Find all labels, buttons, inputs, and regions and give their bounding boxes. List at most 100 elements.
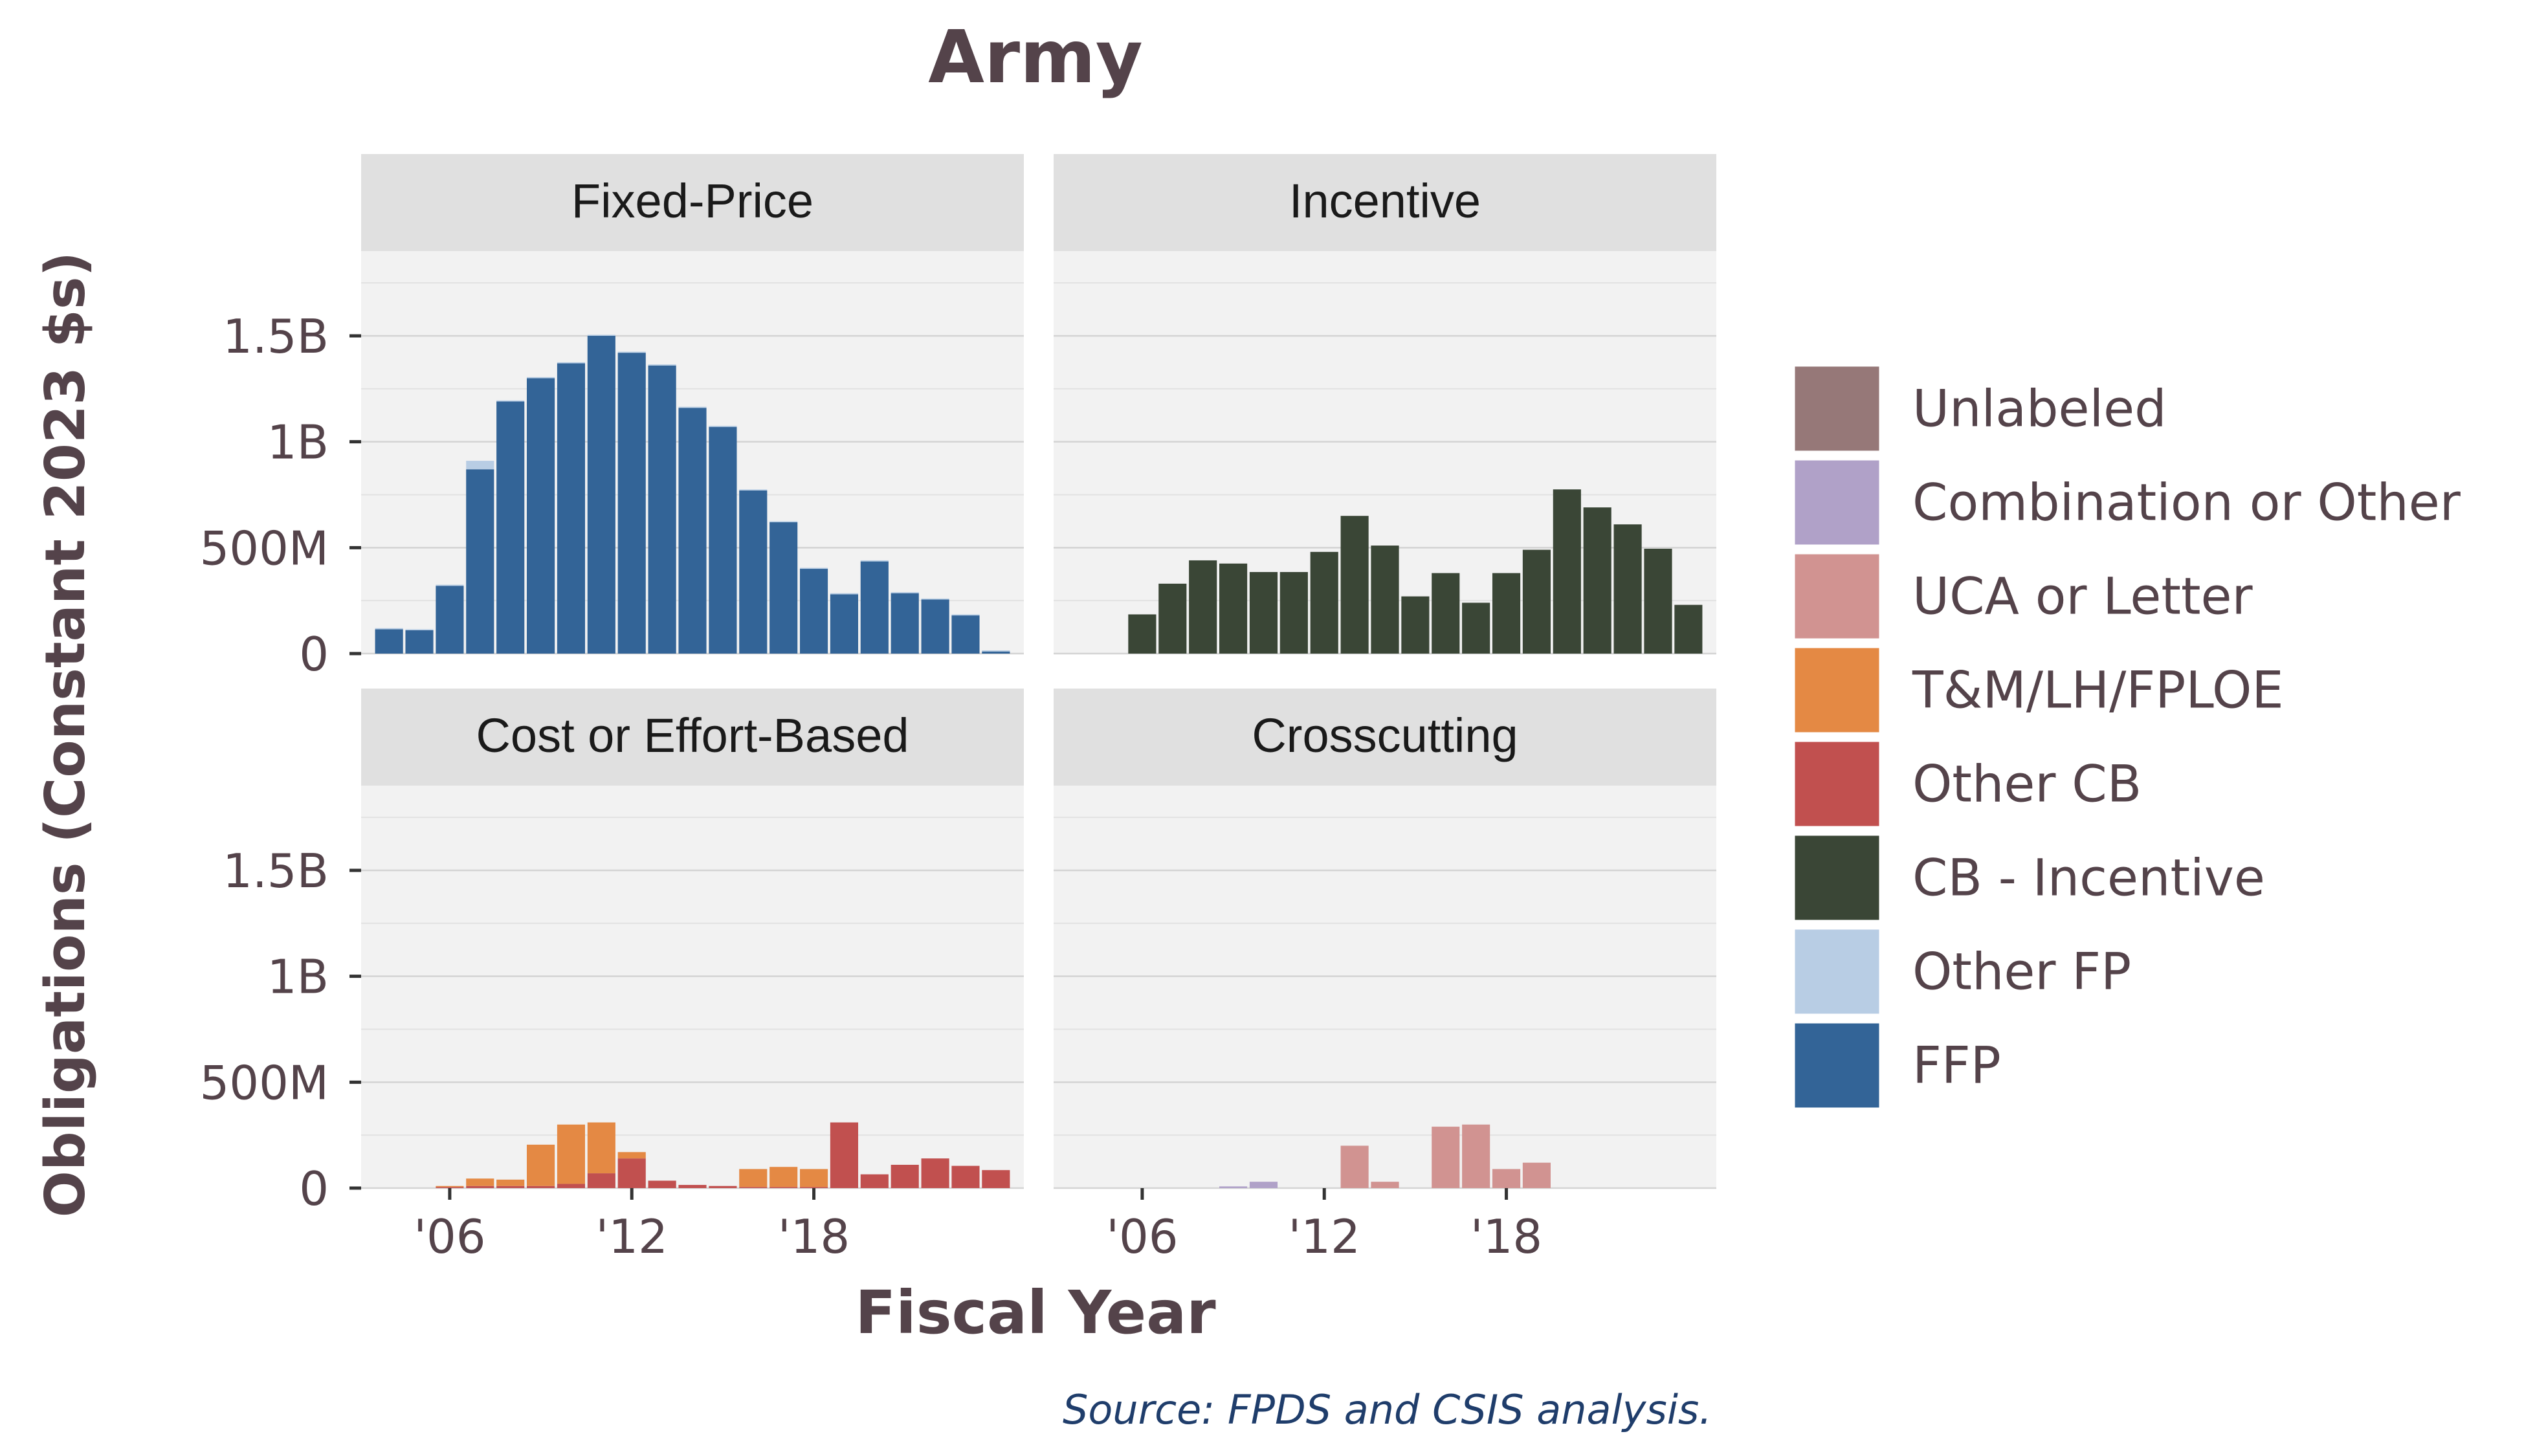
bar-other-fp [951, 614, 980, 616]
bar-other-cb [527, 1186, 555, 1188]
bar-ffp [921, 599, 949, 654]
y-tick-label: 500M [199, 521, 329, 575]
bar-cb-incentive [1340, 516, 1369, 654]
bar-other-cb [617, 1158, 646, 1188]
bar-t-m-lh-fploe [617, 1152, 646, 1159]
source-caption: Source: FPDS and CSIS analysis. [1063, 1386, 1712, 1433]
bar-ffp [496, 401, 525, 654]
legend-label: Combination or Other [1912, 474, 2461, 533]
legend-swatch [1793, 740, 1881, 828]
panel-strip [361, 154, 1024, 251]
panel-background [1054, 786, 1716, 1188]
legend-item: Combination or Other [1793, 458, 2461, 547]
bar-t-m-lh-fploe [557, 1124, 586, 1184]
legend-item: Unlabeled [1793, 364, 2167, 453]
panel-fixed-price: Fixed-Price 0 500M 1B 1.5B [199, 154, 1024, 681]
bar-cb-incentive [1310, 551, 1338, 654]
bar-other-cb [496, 1186, 525, 1188]
bar-other-cb [709, 1186, 737, 1188]
bar-ffp [557, 363, 586, 654]
legend-label: CB - Incentive [1912, 850, 2265, 908]
y-tick-label: 1.5B [223, 844, 329, 898]
legend-item: Other FP [1793, 927, 2131, 1016]
bar-ffp [375, 629, 403, 654]
legend-swatch [1793, 364, 1881, 453]
bar-cb-incentive [1644, 548, 1672, 654]
panel-strip-label: Cost or Effort-Based [476, 709, 909, 762]
legend-item: UCA or Letter [1793, 552, 2253, 641]
y-tick-label: 0 [299, 1162, 329, 1216]
bar-other-fp [587, 335, 615, 336]
legend-swatch [1793, 833, 1881, 922]
bar-other-fp [496, 400, 525, 402]
panel-strip-label: Incentive [1289, 174, 1481, 228]
legend-label: Other FP [1912, 943, 2131, 1002]
bar-ffp [982, 651, 1010, 654]
x-tick-label: '12 [1289, 1209, 1360, 1264]
panels-layer: Fixed-Price 0 500M 1B 1.5B Incentive Cost or E… [199, 154, 1716, 1264]
bar-t-m-lh-fploe [496, 1179, 525, 1186]
bar-ffp [527, 378, 555, 654]
bar-ffp [466, 469, 494, 654]
x-tick-label: '18 [1470, 1209, 1542, 1264]
bar-combination-or-other [1219, 1186, 1248, 1188]
panel-strip [1054, 154, 1716, 251]
bar-ffp [587, 335, 615, 654]
bar-other-cb [436, 1187, 464, 1188]
bar-ffp [739, 490, 768, 654]
panel-strip-label: Fixed-Price [571, 174, 814, 228]
bar-other-fp [799, 568, 828, 569]
bar-other-cb [860, 1174, 889, 1188]
bar-uca-or-letter [1371, 1182, 1399, 1188]
bar-other-fp [891, 592, 919, 593]
bar-other-fp [557, 362, 586, 364]
bar-cb-incentive [1553, 489, 1581, 654]
bar-uca-or-letter [1522, 1162, 1551, 1188]
bar-cb-incentive [1613, 524, 1642, 654]
bar-other-cb [557, 1184, 586, 1188]
bar-t-m-lh-fploe [739, 1169, 768, 1187]
bar-uca-or-letter [1340, 1145, 1369, 1188]
y-axis-label: Obligations (Constant 2023 $s) [34, 252, 98, 1218]
x-tick-label: '12 [596, 1209, 668, 1264]
panel-background [361, 786, 1024, 1188]
bar-other-cb [951, 1165, 980, 1188]
bar-other-cb [799, 1187, 828, 1188]
bar-other-fp [375, 628, 403, 630]
bar-other-cb [739, 1187, 768, 1188]
bar-t-m-lh-fploe [769, 1167, 798, 1187]
y-tick-label: 1B [267, 415, 329, 470]
chart-title: Army [928, 16, 1143, 100]
bar-ffp [709, 426, 737, 654]
bar-ffp [678, 408, 707, 654]
bar-t-m-lh-fploe [799, 1169, 828, 1187]
bar-cb-incentive [1219, 563, 1248, 654]
panel-incentive: Incentive [1054, 154, 1716, 655]
panel-strip-label: Crosscutting [1252, 709, 1518, 762]
legend-item: Other CB [1793, 740, 2142, 828]
legend-label: FFP [1912, 1037, 2001, 1096]
bar-other-fp [466, 461, 494, 470]
bar-t-m-lh-fploe [436, 1186, 464, 1187]
bar-t-m-lh-fploe [466, 1178, 494, 1186]
legend-item: FFP [1793, 1021, 2001, 1110]
legend-item: CB - Incentive [1793, 833, 2265, 922]
bar-other-fp [830, 593, 858, 595]
bar-combination-or-other [1249, 1182, 1278, 1188]
bar-ffp [405, 630, 434, 654]
bar-ffp [648, 365, 676, 654]
bar-other-cb [982, 1170, 1010, 1188]
y-tick-label: 0 [299, 627, 329, 681]
panel-strip [361, 689, 1024, 786]
bar-other-fp [739, 489, 768, 491]
legend-label: UCA or Letter [1912, 568, 2253, 626]
bar-cb-incentive [1279, 571, 1308, 654]
bar-other-fp [648, 364, 676, 366]
y-tick-label: 1.5B [223, 309, 329, 364]
bar-other-fp [436, 584, 464, 586]
bar-ffp [830, 594, 858, 654]
legend-swatch [1793, 927, 1881, 1016]
bar-ffp [617, 353, 646, 654]
legend-swatch [1793, 646, 1881, 734]
legend-label: Unlabeled [1912, 381, 2167, 439]
